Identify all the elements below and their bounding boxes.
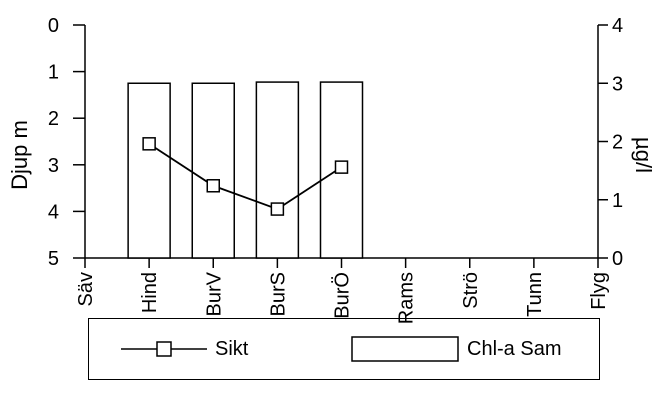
left-tick-label: 1 (48, 62, 59, 84)
left-tick-label: 5 (48, 248, 59, 270)
axis-labels: Djup m µg/l (7, 120, 656, 190)
bar (127, 82, 171, 259)
sikt-line (148, 143, 342, 211)
x-tick-label: Rams (396, 272, 418, 324)
bar (191, 82, 235, 259)
chart-axes: 0 1 2 3 4 5 0 1 2 3 4 Säv Hind BurV BurS BurÖ Rams Strö Tu… (48, 15, 623, 324)
legend-bar-swatch (351, 336, 459, 362)
x-tick-label: BurS (267, 272, 289, 316)
left-tick-label: 4 (48, 201, 59, 223)
right-tick-label: 3 (612, 73, 623, 95)
right-tick-label: 4 (612, 15, 623, 37)
right-axis-label: µg/l (631, 137, 656, 173)
right-tick-label: 2 (612, 132, 623, 154)
x-tick-label: BurÖ (332, 272, 354, 319)
x-tick-label: BurV (203, 271, 225, 316)
bar-series (127, 81, 364, 259)
sikt-point (206, 179, 220, 193)
legend-swatches (121, 336, 459, 362)
left-tick-label: 0 (48, 15, 59, 37)
x-tick-label: Tunn (524, 272, 546, 317)
legend: Sikt Chl-a Sam (88, 318, 600, 380)
right-tick-label: 0 (612, 248, 623, 270)
left-axis-label: Djup m (7, 120, 32, 190)
x-tick-label: Säv (75, 272, 97, 306)
sikt-point (142, 137, 156, 151)
sikt-point (270, 202, 285, 216)
legend-label-chla: Chl-a Sam (467, 338, 562, 360)
legend-square-marker-icon (156, 341, 172, 357)
right-tick-label: 1 (612, 190, 623, 212)
x-tick-label: Flyg (588, 272, 610, 310)
left-tick-label: 2 (48, 108, 59, 130)
bar (255, 81, 300, 259)
sikt-point (334, 160, 349, 174)
line-series (142, 137, 349, 216)
x-tick-label: Hind (139, 272, 161, 313)
x-tick-label: Strö (460, 272, 482, 309)
left-tick-label: 3 (48, 155, 59, 177)
legend-label-sikt: Sikt (215, 338, 249, 360)
